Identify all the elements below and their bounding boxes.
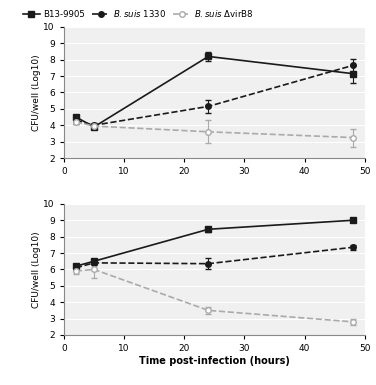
Legend: B13-9905, $B. suis$ 1330, $B. suis$ $\Delta$virB8: B13-9905, $B. suis$ 1330, $B. suis$ $\De… xyxy=(19,4,257,22)
Y-axis label: CFU/well (Log10): CFU/well (Log10) xyxy=(32,54,41,131)
Y-axis label: CFU/well (Log10): CFU/well (Log10) xyxy=(32,231,41,308)
X-axis label: Time post-infection (hours): Time post-infection (hours) xyxy=(139,356,290,366)
